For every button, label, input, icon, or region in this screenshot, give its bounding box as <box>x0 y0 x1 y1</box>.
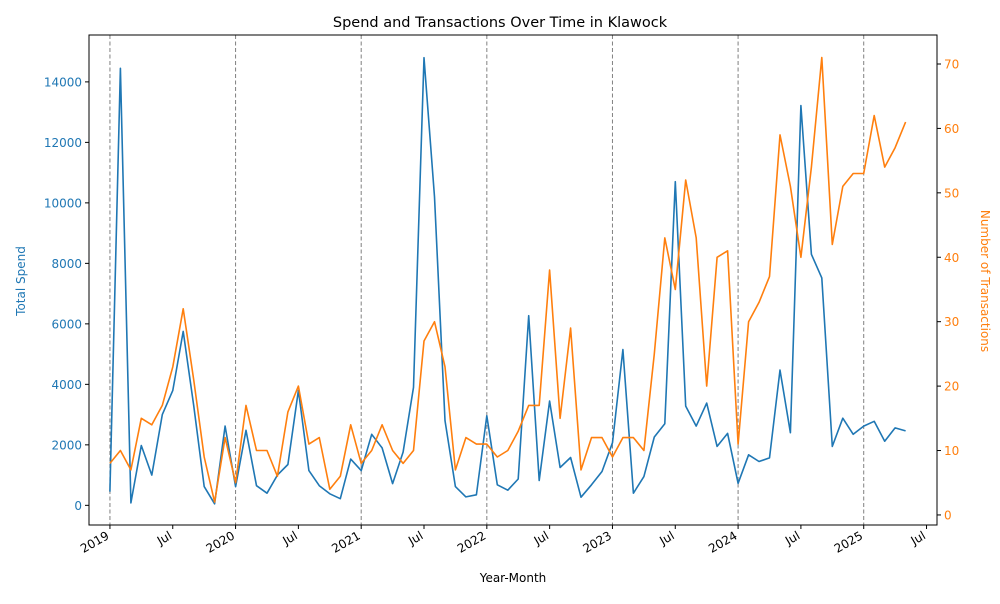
right-tick-label: 40 <box>944 251 959 265</box>
year-lines <box>109 35 865 525</box>
series-layer <box>109 56 907 505</box>
left-axis: 0 2000 4000 6000 8000 10000 12000 14000 <box>44 75 89 513</box>
x-tick-label: Jul <box>656 528 676 548</box>
left-tick-label: 6000 <box>51 317 82 331</box>
left-tick-label: 12000 <box>44 136 82 150</box>
right-axis-label: Number of Transactions <box>978 210 992 352</box>
right-tick-label: 20 <box>944 380 959 394</box>
left-axis-label: Total Spend <box>14 246 28 317</box>
left-tick-label: 10000 <box>44 196 82 210</box>
left-tick-label: 14000 <box>44 75 82 89</box>
x-tick-label: Jul <box>154 528 174 548</box>
x-axis-label: Year-Month <box>479 571 547 585</box>
left-tick-label: 8000 <box>51 257 82 271</box>
chart-title: Spend and Transactions Over Time in Klaw… <box>333 15 668 31</box>
total-spend-line <box>109 56 906 505</box>
x-tick-label: Jul <box>782 528 802 548</box>
right-tick-label: 10 <box>944 444 959 458</box>
right-tick-label: 60 <box>944 122 959 136</box>
right-axis: 0 10 20 30 40 50 60 70 <box>937 57 959 522</box>
x-tick-label: Jul <box>279 528 299 548</box>
x-tick-label: Jul <box>405 528 425 548</box>
x-tick-label: Jul <box>531 528 551 548</box>
right-tick-label: 70 <box>944 57 959 71</box>
left-tick-label: 0 <box>74 499 82 513</box>
right-tick-label: 0 <box>944 508 952 522</box>
x-tick-label: Jul <box>908 528 928 548</box>
right-tick-label: 50 <box>944 186 959 200</box>
left-tick-label: 2000 <box>51 438 82 452</box>
transactions-line <box>109 56 907 503</box>
left-tick-label: 4000 <box>51 378 82 392</box>
right-tick-label: 30 <box>944 315 959 329</box>
plot-frame <box>88 34 938 526</box>
